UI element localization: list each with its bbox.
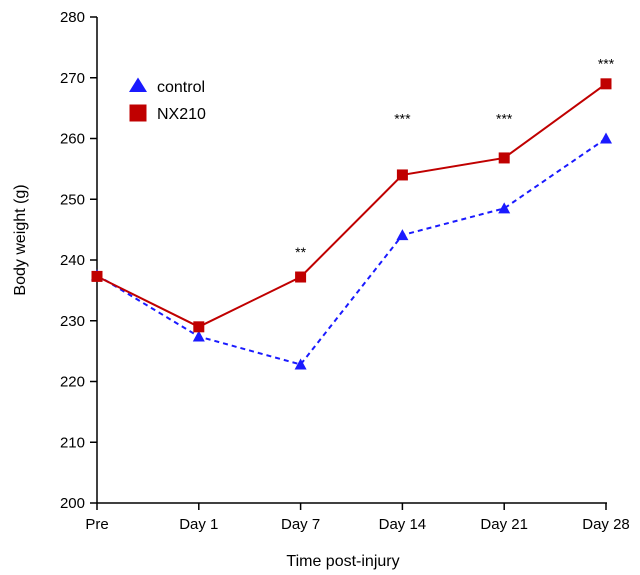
- point-control: [294, 358, 307, 370]
- x-tick-label: Pre: [85, 516, 108, 533]
- y-tick-label: 230: [60, 313, 85, 330]
- series-layer: [91, 78, 612, 370]
- x-tick-label: Day 7: [281, 516, 320, 533]
- point-nx210: [91, 270, 103, 282]
- x-tick-label: Day 1: [179, 516, 218, 533]
- legend-nx210-label: NX210: [157, 106, 206, 123]
- y-tick-label: 250: [60, 191, 85, 208]
- x-tick-label: Day 21: [480, 516, 528, 533]
- x-tick-label: Day 28: [582, 516, 630, 533]
- point-nx210: [498, 152, 510, 164]
- significance-annotation: ***: [394, 110, 411, 126]
- point-control: [396, 229, 409, 241]
- y-ticks: 200 210 220 230 240 250 260 270 280: [60, 9, 97, 512]
- point-control: [498, 202, 511, 214]
- y-axis-title: Body weight (g): [12, 184, 29, 295]
- y-tick-label: 200: [60, 495, 85, 512]
- y-tick-label: 210: [60, 434, 85, 451]
- y-tick-label: 270: [60, 70, 85, 87]
- point-control: [600, 132, 612, 144]
- significance-annotation: **: [295, 244, 306, 260]
- y-tick-label: 280: [60, 9, 85, 26]
- legend-control-marker: [129, 77, 147, 92]
- point-nx210: [396, 169, 408, 181]
- annotations: ***** ******: [295, 56, 615, 260]
- x-tick-label: Day 14: [379, 516, 427, 533]
- y-tick-label: 260: [60, 131, 85, 148]
- legend-control-label: control: [157, 79, 205, 96]
- series-line-nx210: [96, 83, 607, 328]
- y-tick-label: 220: [60, 374, 85, 391]
- significance-annotation: ***: [496, 110, 513, 126]
- y-tick-label: 240: [60, 252, 85, 269]
- point-nx210: [600, 78, 612, 90]
- point-nx210: [193, 321, 205, 333]
- significance-annotation: ***: [598, 56, 615, 72]
- x-ticks: Pre Day 1 Day 7 Day 14 Day 21 Day 28: [85, 503, 630, 533]
- legend: control NX210: [129, 77, 206, 123]
- series-line-control: [96, 137, 607, 366]
- x-axis-title: Time post-injury: [286, 553, 399, 570]
- legend-nx210-marker: [129, 104, 147, 122]
- point-control: [192, 330, 205, 342]
- point-nx210: [295, 271, 307, 283]
